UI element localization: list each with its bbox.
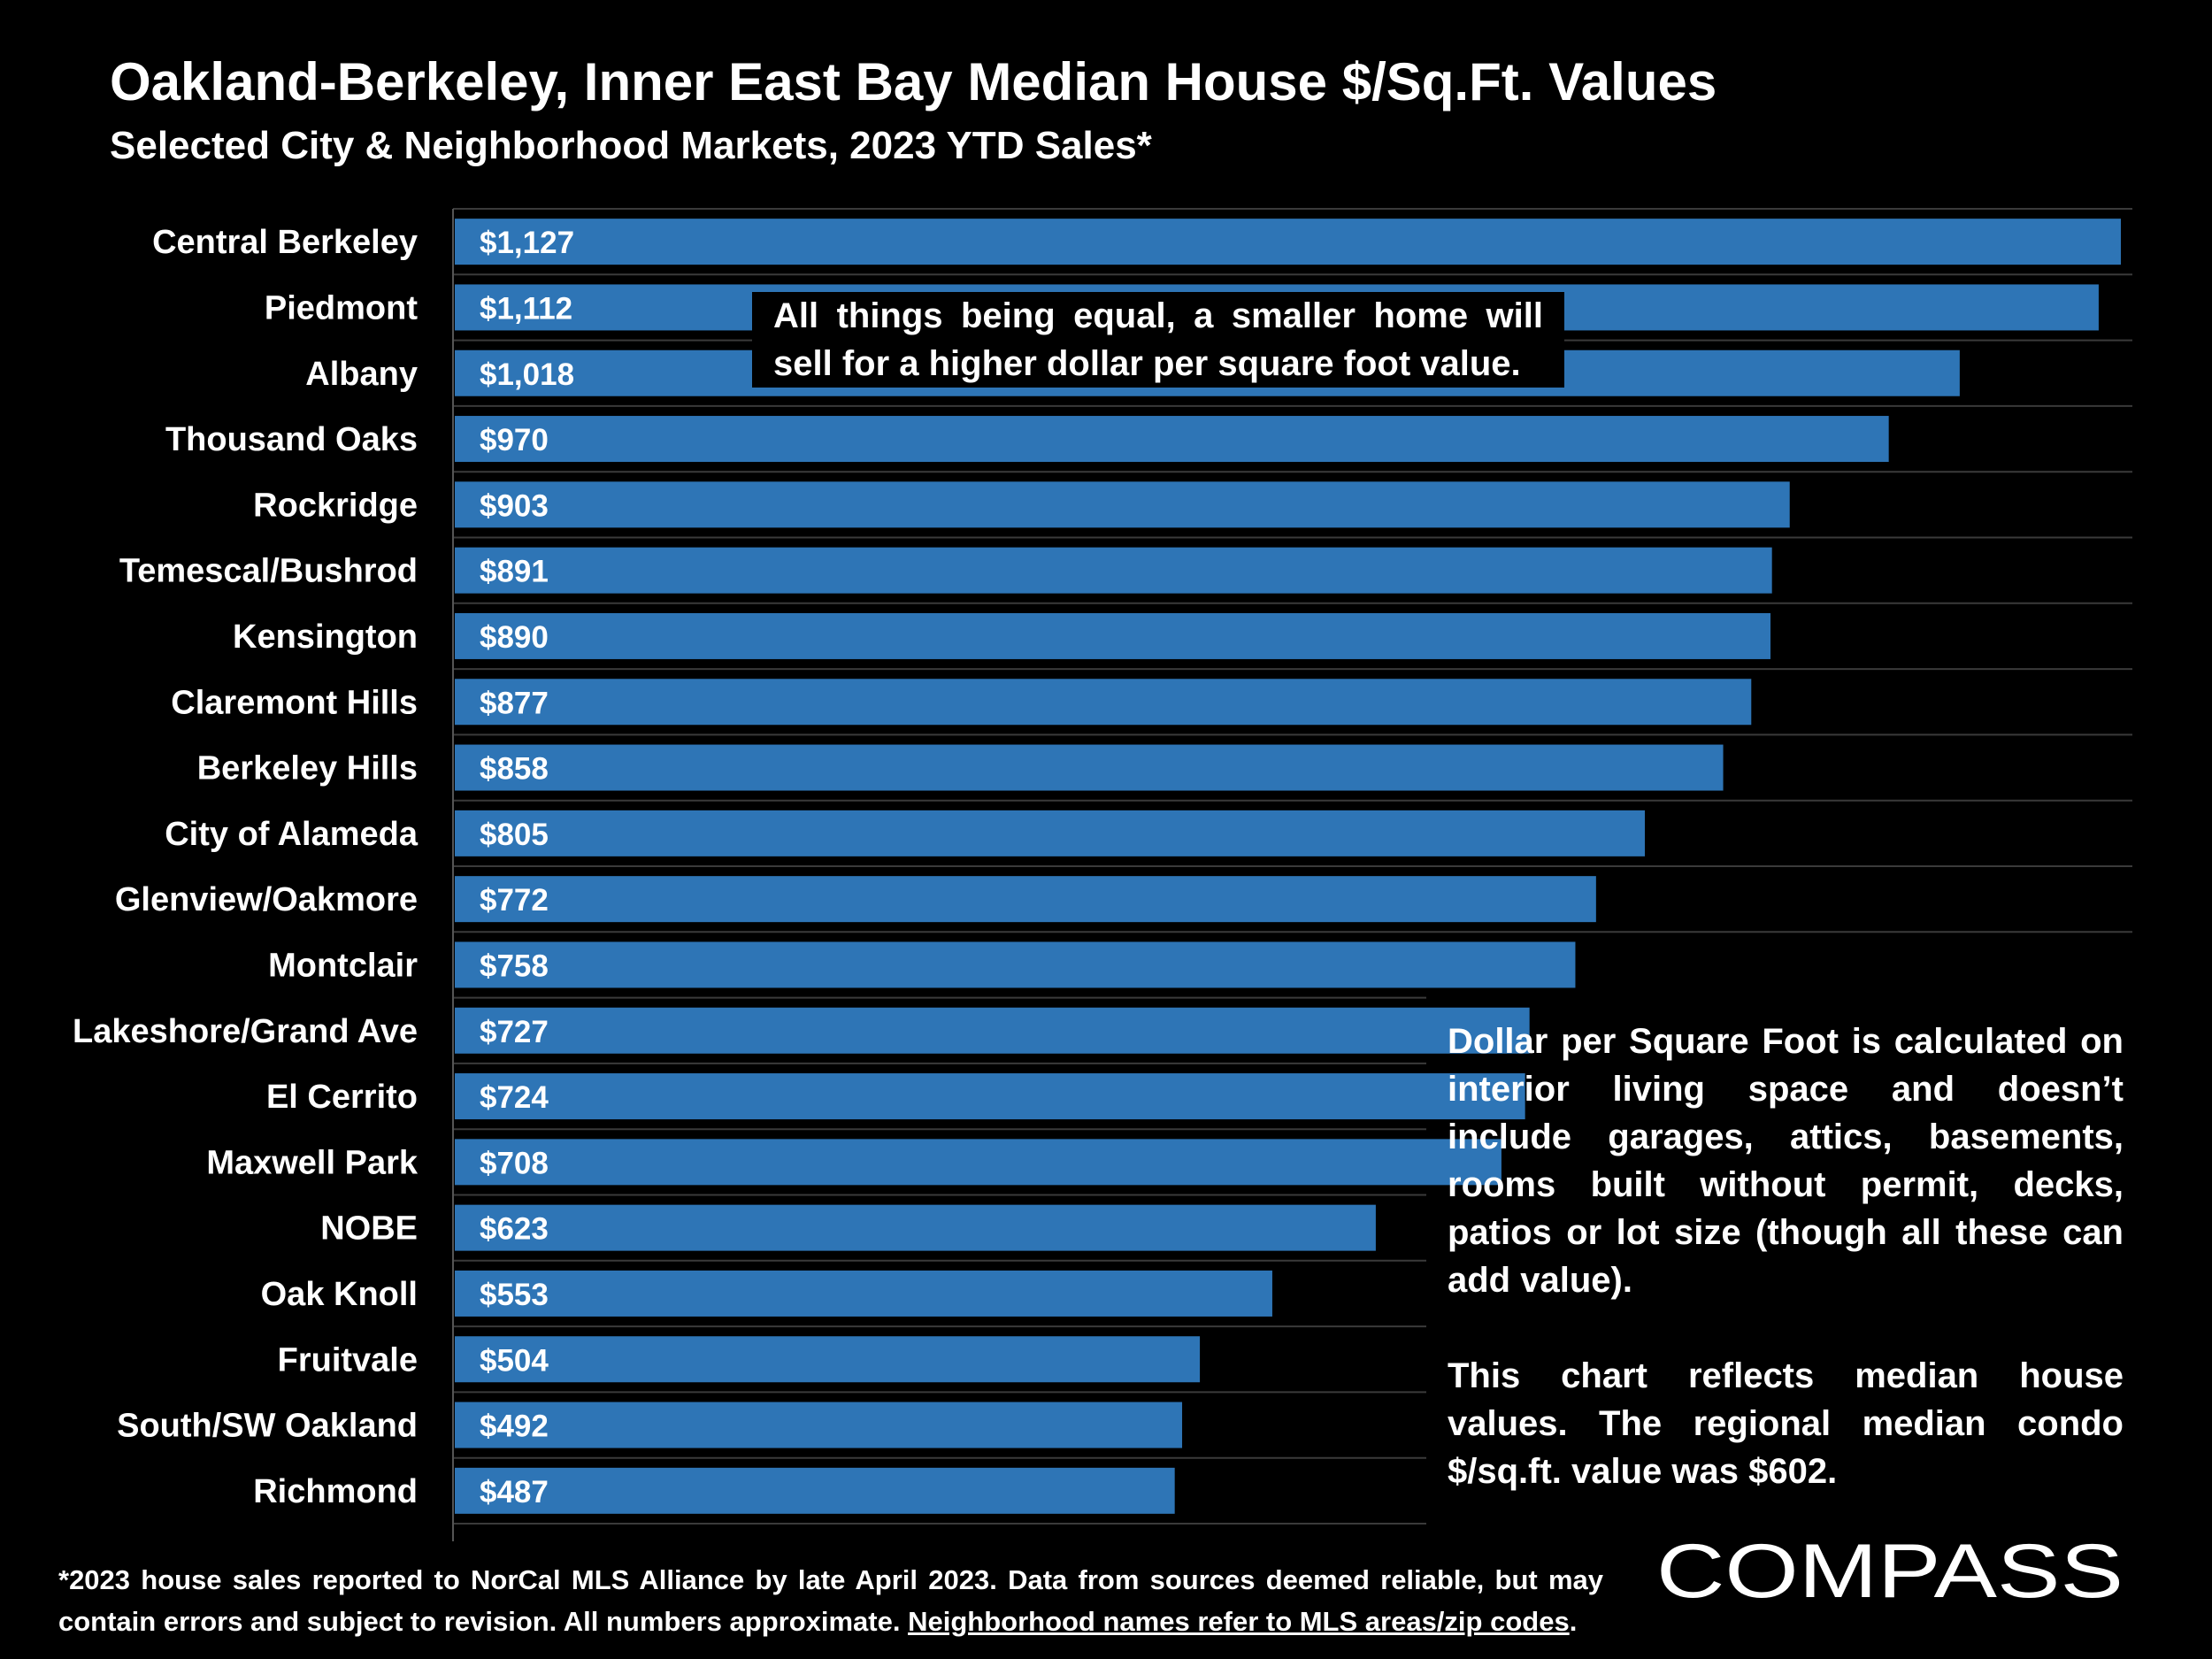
bar <box>455 1270 1272 1317</box>
value-label: $877 <box>480 686 549 720</box>
bar <box>455 1336 1201 1383</box>
annotation-condo-note: This chart reflects median house values.… <box>1448 1356 2124 1491</box>
bar <box>455 679 1752 726</box>
value-label: $970 <box>480 423 549 457</box>
value-label: $890 <box>480 620 549 655</box>
bar <box>455 941 1576 988</box>
category-label: Lakeshore/Grand Ave <box>73 1013 418 1050</box>
category-label: Temescal/Bushrod <box>119 553 418 590</box>
footnote-end: . <box>1569 1606 1578 1637</box>
category-label: Maxwell Park <box>206 1144 419 1181</box>
annotation-methodology-text: Dollar per Square Foot is calculated on … <box>1448 1022 2124 1300</box>
annotation-smaller-home: All things being equal, a smaller home w… <box>752 292 1564 388</box>
category-label: Montclair <box>268 947 418 984</box>
value-label: $487 <box>480 1475 549 1509</box>
bar <box>455 547 1772 594</box>
category-label: Thousand Oaks <box>165 421 418 458</box>
category-label: Glenview/Oakmore <box>115 881 418 918</box>
category-label: Rockridge <box>253 487 418 524</box>
category-label: Fruitvale <box>278 1341 418 1379</box>
compass-logo: COMPASS <box>1656 1531 2124 1605</box>
category-label: Albany <box>305 356 418 393</box>
value-label: $903 <box>480 488 549 523</box>
bar <box>455 1139 1502 1186</box>
category-label: Berkeley Hills <box>197 750 418 787</box>
category-label: Oak Knoll <box>261 1276 418 1313</box>
chart-subtitle: Selected City & Neighborhood Markets, 20… <box>110 124 1152 167</box>
value-label: $504 <box>480 1343 549 1378</box>
value-label: $727 <box>480 1015 549 1049</box>
value-label: $858 <box>480 752 549 787</box>
value-label: $1,112 <box>480 291 572 326</box>
bar <box>455 612 1771 659</box>
bar <box>455 1402 1183 1448</box>
bar <box>455 416 1889 463</box>
category-label: Central Berkeley <box>152 224 418 261</box>
value-label: $724 <box>480 1080 549 1115</box>
bar <box>455 481 1790 528</box>
bar <box>455 744 1724 791</box>
category-label: City of Alameda <box>165 816 419 853</box>
value-label: $623 <box>480 1212 549 1247</box>
value-label: $553 <box>480 1278 549 1312</box>
bar <box>455 1007 1530 1054</box>
category-label: Claremont Hills <box>171 684 418 721</box>
category-label: Richmond <box>253 1473 418 1510</box>
annotation-methodology: Dollar per Square Foot is calculated on … <box>1448 1018 2124 1495</box>
chart-title: Oakland-Berkeley, Inner East Bay Median … <box>110 52 1717 111</box>
logo-wordmark: COMPASS <box>1656 1531 2124 1605</box>
bar <box>455 810 1645 856</box>
value-label: $708 <box>480 1146 549 1180</box>
category-label: Piedmont <box>265 289 418 326</box>
footnote-link[interactable]: Neighborhood names refer to MLS areas/zi… <box>908 1606 1570 1637</box>
category-label: Kensington <box>233 618 418 656</box>
bar <box>455 876 1596 923</box>
bar <box>455 1204 1376 1251</box>
footnote-text: *2023 house sales reported to NorCal MLS… <box>58 1564 1603 1637</box>
category-label: NOBE <box>320 1210 418 1248</box>
value-label: $492 <box>480 1409 549 1444</box>
value-label: $805 <box>480 818 549 852</box>
footnote: *2023 house sales reported to NorCal MLS… <box>58 1559 1603 1642</box>
value-label: $891 <box>480 555 549 589</box>
value-label: $1,127 <box>480 226 574 260</box>
bar <box>455 1467 1175 1514</box>
bar <box>455 1073 1525 1120</box>
value-label: $1,018 <box>480 357 574 392</box>
category-label: El Cerrito <box>266 1079 418 1116</box>
bar <box>455 219 2121 265</box>
value-label: $772 <box>480 883 549 918</box>
value-label: $758 <box>480 949 549 983</box>
category-label: South/SW Oakland <box>117 1408 418 1445</box>
